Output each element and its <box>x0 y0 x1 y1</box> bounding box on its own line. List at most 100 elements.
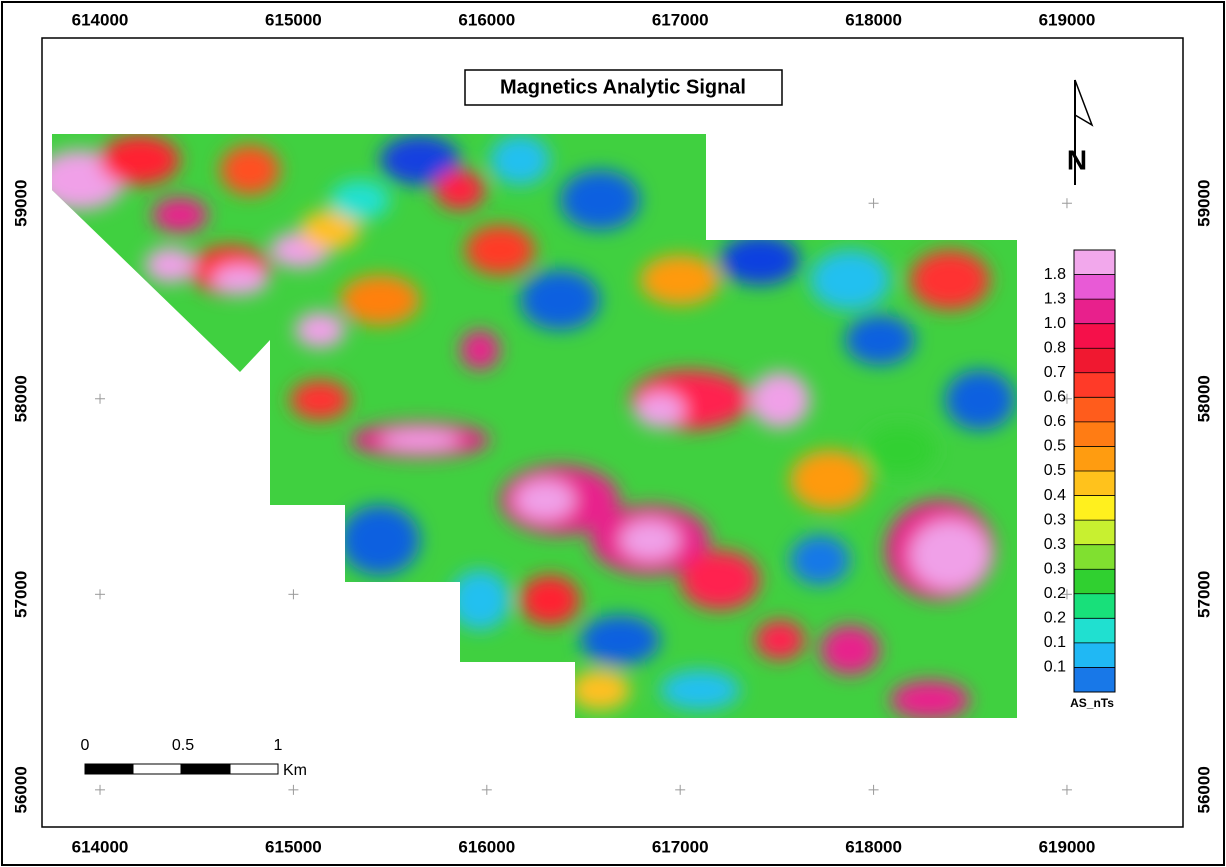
raster-blob <box>520 270 600 330</box>
scale-segment <box>181 764 230 774</box>
legend-swatch <box>1074 250 1115 275</box>
scale-unit: Km <box>283 762 307 779</box>
raster-blob <box>945 370 1015 430</box>
legend-label: 0.6 <box>1044 389 1066 406</box>
legend-label: 0.3 <box>1044 536 1066 553</box>
x-tick-label-top: 617000 <box>652 10 709 29</box>
legend-swatch <box>1074 446 1115 471</box>
y-tick-label-right: 59000 <box>1194 180 1213 227</box>
y-tick-label-left: 58000 <box>11 375 30 422</box>
x-tick-label-top: 619000 <box>1039 10 1096 29</box>
x-tick-label-top: 615000 <box>265 10 322 29</box>
y-tick-label-left: 57000 <box>11 571 30 618</box>
y-tick-label-left: 56000 <box>11 766 30 813</box>
raster-blob <box>295 312 345 348</box>
y-tick-label-right: 56000 <box>1194 766 1213 813</box>
legend-label: 0.2 <box>1044 585 1066 602</box>
x-tick-label-top: 616000 <box>458 10 515 29</box>
legend-swatch <box>1074 569 1115 594</box>
y-tick-label-left: 59000 <box>11 180 30 227</box>
legend-swatch <box>1074 643 1115 668</box>
legend-swatch <box>1074 373 1115 398</box>
raster-blob <box>380 430 460 450</box>
scale-label: 0.5 <box>172 737 194 754</box>
raster-blob <box>680 550 760 610</box>
scale-segment <box>85 764 133 774</box>
legend-label: 0.2 <box>1044 610 1066 627</box>
raster-blob <box>910 520 990 590</box>
raster-blob <box>750 372 810 428</box>
legend-swatch <box>1074 520 1115 545</box>
legend-label: 0.7 <box>1044 364 1066 381</box>
legend-label: 0.8 <box>1044 339 1066 356</box>
scale-label: 0 <box>81 737 90 754</box>
raster-blob <box>820 625 880 675</box>
raster-blob <box>330 180 390 220</box>
legend-title: AS_nTs <box>1070 696 1114 710</box>
map-figure: Magnetics Analytic Signal N 1.8 1.3 1.0 0.8… <box>0 0 1226 867</box>
x-tick-label-bottom: 616000 <box>458 837 515 856</box>
raster-blob <box>212 265 268 295</box>
legend-label: 1.8 <box>1044 266 1066 283</box>
raster-blob <box>290 380 350 420</box>
raster-blob <box>910 250 990 310</box>
raster-blob <box>460 330 500 370</box>
legend-label: 1.0 <box>1044 315 1066 332</box>
legend-swatch <box>1074 324 1115 349</box>
raster-blob <box>640 255 720 305</box>
x-tick-label-top: 618000 <box>845 10 902 29</box>
map-title: Magnetics Analytic Signal <box>500 76 746 98</box>
legend-swatch <box>1074 618 1115 643</box>
legend-swatch <box>1074 348 1115 373</box>
raster-blob <box>490 135 550 185</box>
raster-blob <box>865 425 935 475</box>
legend-label: 0.1 <box>1044 659 1066 676</box>
legend-swatch <box>1074 594 1115 619</box>
raster-blob <box>520 575 580 625</box>
raster-blob <box>790 450 870 510</box>
scale-label: 1 <box>274 737 283 754</box>
raster-blob <box>755 620 805 660</box>
raster-blob <box>340 275 420 325</box>
raster-blob <box>720 235 800 285</box>
x-tick-label-bottom: 617000 <box>652 837 709 856</box>
x-tick-label-bottom: 614000 <box>72 837 129 856</box>
raster-blob <box>790 535 850 585</box>
legend-swatch <box>1074 545 1115 570</box>
legend-swatch <box>1074 397 1115 422</box>
legend-label: 0.3 <box>1044 560 1066 577</box>
legend-swatch <box>1074 275 1115 300</box>
y-tick-label-right: 58000 <box>1194 375 1213 422</box>
raster-blob <box>515 480 575 520</box>
legend-swatch <box>1074 496 1115 521</box>
raster-blob <box>570 670 630 710</box>
legend-label: 0.6 <box>1044 413 1066 430</box>
raster-blob <box>580 615 660 665</box>
raster-blob <box>465 225 535 275</box>
raster-blob <box>435 170 485 210</box>
raster-blob <box>100 135 180 185</box>
raster-blob <box>810 250 890 310</box>
raster-blob <box>220 145 280 195</box>
legend: 1.8 1.3 1.0 0.8 0.7 0.6 0.6 0.5 0.5 0.4 0.3 0.3 0.3 0… <box>1044 250 1115 693</box>
raster-blob <box>560 170 640 230</box>
legend-label: 0.4 <box>1044 487 1066 504</box>
legend-swatch <box>1074 667 1115 692</box>
x-tick-label-bottom: 618000 <box>845 837 902 856</box>
legend-label: 0.3 <box>1044 511 1066 528</box>
legend-label: 0.1 <box>1044 634 1066 651</box>
raster-blob <box>845 315 915 365</box>
legend-swatch <box>1074 299 1115 324</box>
raster-blob <box>660 670 740 710</box>
y-tick-label-right: 57000 <box>1194 571 1213 618</box>
legend-swatch <box>1074 422 1115 447</box>
north-label: N <box>1067 144 1087 175</box>
legend-label: 0.5 <box>1044 462 1066 479</box>
x-tick-label-top: 614000 <box>72 10 129 29</box>
legend-label: 1.3 <box>1044 290 1066 307</box>
raster-blob <box>145 247 195 283</box>
x-tick-label-bottom: 619000 <box>1039 837 1096 856</box>
legend-label: 0.5 <box>1044 438 1066 455</box>
raster-blob <box>890 680 970 720</box>
raster-blob <box>340 505 420 575</box>
